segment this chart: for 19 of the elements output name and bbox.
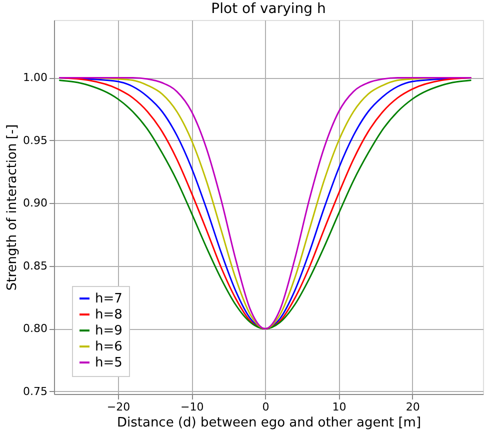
y-tick-label: 1.00 [23, 71, 48, 84]
legend-label: h=5 [95, 356, 122, 370]
x-tick-label: 10 [332, 400, 346, 414]
x-tick-label: −10 [180, 400, 204, 414]
y-tick-label: 0.85 [23, 259, 48, 272]
y-tick-label: 0.95 [23, 134, 48, 147]
legend-label: h=6 [95, 340, 122, 354]
y-tick-label: 0.90 [23, 196, 48, 210]
y-axis-title: Strength of interaction [-] [5, 124, 20, 291]
legend-label: h=9 [95, 324, 122, 338]
x-tick-label: 20 [406, 400, 420, 414]
legend-label: h=8 [95, 308, 122, 322]
chart-title: Plot of varying h [211, 1, 326, 17]
legend-label: h=7 [95, 292, 122, 306]
x-axis-title: Distance (d) between ego and other agent [m] [116, 416, 422, 430]
x-tick-label: −20 [106, 400, 130, 414]
y-tick-label: 0.75 [23, 384, 48, 398]
x-tick-label: 0 [262, 400, 270, 414]
y-tick-label: 0.80 [23, 322, 48, 336]
